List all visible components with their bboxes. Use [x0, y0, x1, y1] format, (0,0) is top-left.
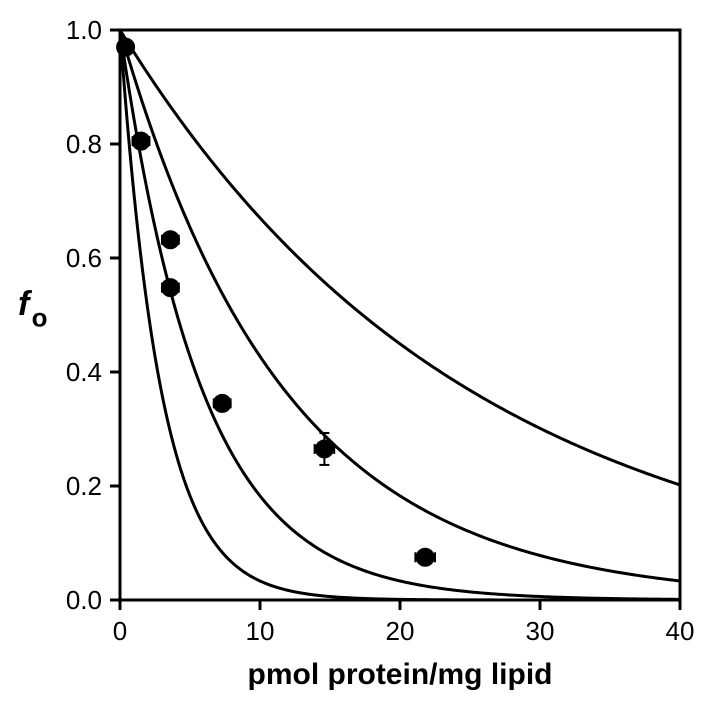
decay-curve-2 — [120, 30, 680, 599]
x-tick-label: 10 — [246, 616, 275, 646]
chart-container: 0 10 20 30 40 0.0 0.2 0.4 0.6 0.8 1.0 pmol protein/… — [0, 0, 722, 707]
y-tick-label: 0.0 — [66, 585, 102, 615]
y-tick-label: 0.8 — [66, 129, 102, 159]
data-point — [132, 132, 150, 150]
chart-svg: 0 10 20 30 40 0.0 0.2 0.4 0.6 0.8 1.0 pmol protein/… — [0, 0, 722, 707]
y-axis-label-sub: o — [32, 303, 48, 333]
x-axis-label: pmol protein/mg lipid — [248, 658, 553, 691]
y-tick-label: 0.6 — [66, 243, 102, 273]
y-tick-label: 0.2 — [66, 471, 102, 501]
plot-border — [120, 30, 680, 600]
x-tick-label: 30 — [526, 616, 555, 646]
y-tick-label: 0.4 — [66, 357, 102, 387]
data-point — [161, 279, 179, 297]
x-tick-label: 0 — [113, 616, 127, 646]
data-point — [315, 440, 333, 458]
y-tick-label: 1.0 — [66, 15, 102, 45]
x-tick-label: 20 — [386, 616, 415, 646]
data-point — [117, 38, 135, 56]
decay-curve-3 — [120, 30, 680, 600]
decay-curve-1 — [120, 30, 680, 581]
y-axis-label: fo — [18, 285, 47, 333]
data-point — [416, 548, 434, 566]
x-tick-label: 40 — [666, 616, 695, 646]
data-point — [213, 394, 231, 412]
data-point — [161, 231, 179, 249]
